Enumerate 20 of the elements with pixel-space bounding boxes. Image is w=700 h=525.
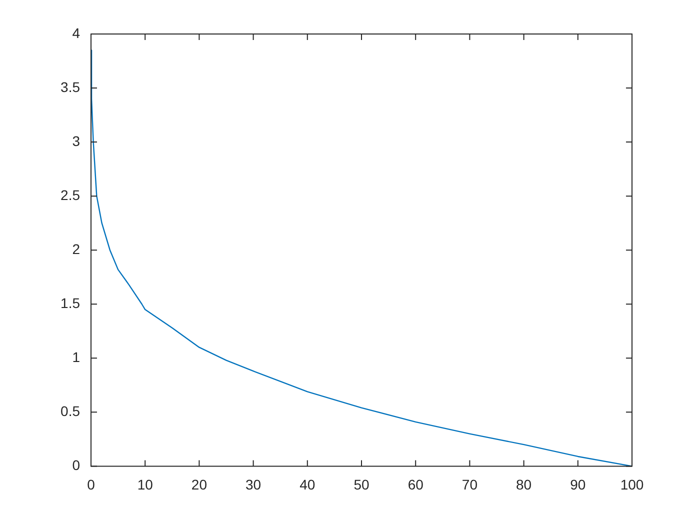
y-tick-label: 2.5 [60,186,80,203]
x-tick-label: 20 [191,476,208,492]
x-tick-label: 40 [300,476,316,492]
y-tick-label: 0 [72,457,80,474]
x-tick-label: 0 [87,476,96,492]
y-tick-label: 3.5 [60,78,80,95]
y-tick-label: 1 [72,349,80,366]
y-tick-label: 2 [72,240,80,257]
x-tick-label: 70 [462,476,478,492]
y-tick-label: 1.5 [60,294,80,311]
x-tick-label: 50 [354,476,370,492]
x-tick-label: 90 [570,476,586,492]
y-tick-label: 3 [72,132,80,149]
x-tick-label: 10 [137,476,154,492]
x-tick-label: 100 [620,476,644,492]
y-tick-label: 4 [72,24,80,41]
x-tick-label: 80 [516,476,532,492]
x-tick-label: 30 [246,476,262,492]
y-tick-label: 0.5 [60,403,80,420]
x-tick-label: 60 [408,476,424,492]
